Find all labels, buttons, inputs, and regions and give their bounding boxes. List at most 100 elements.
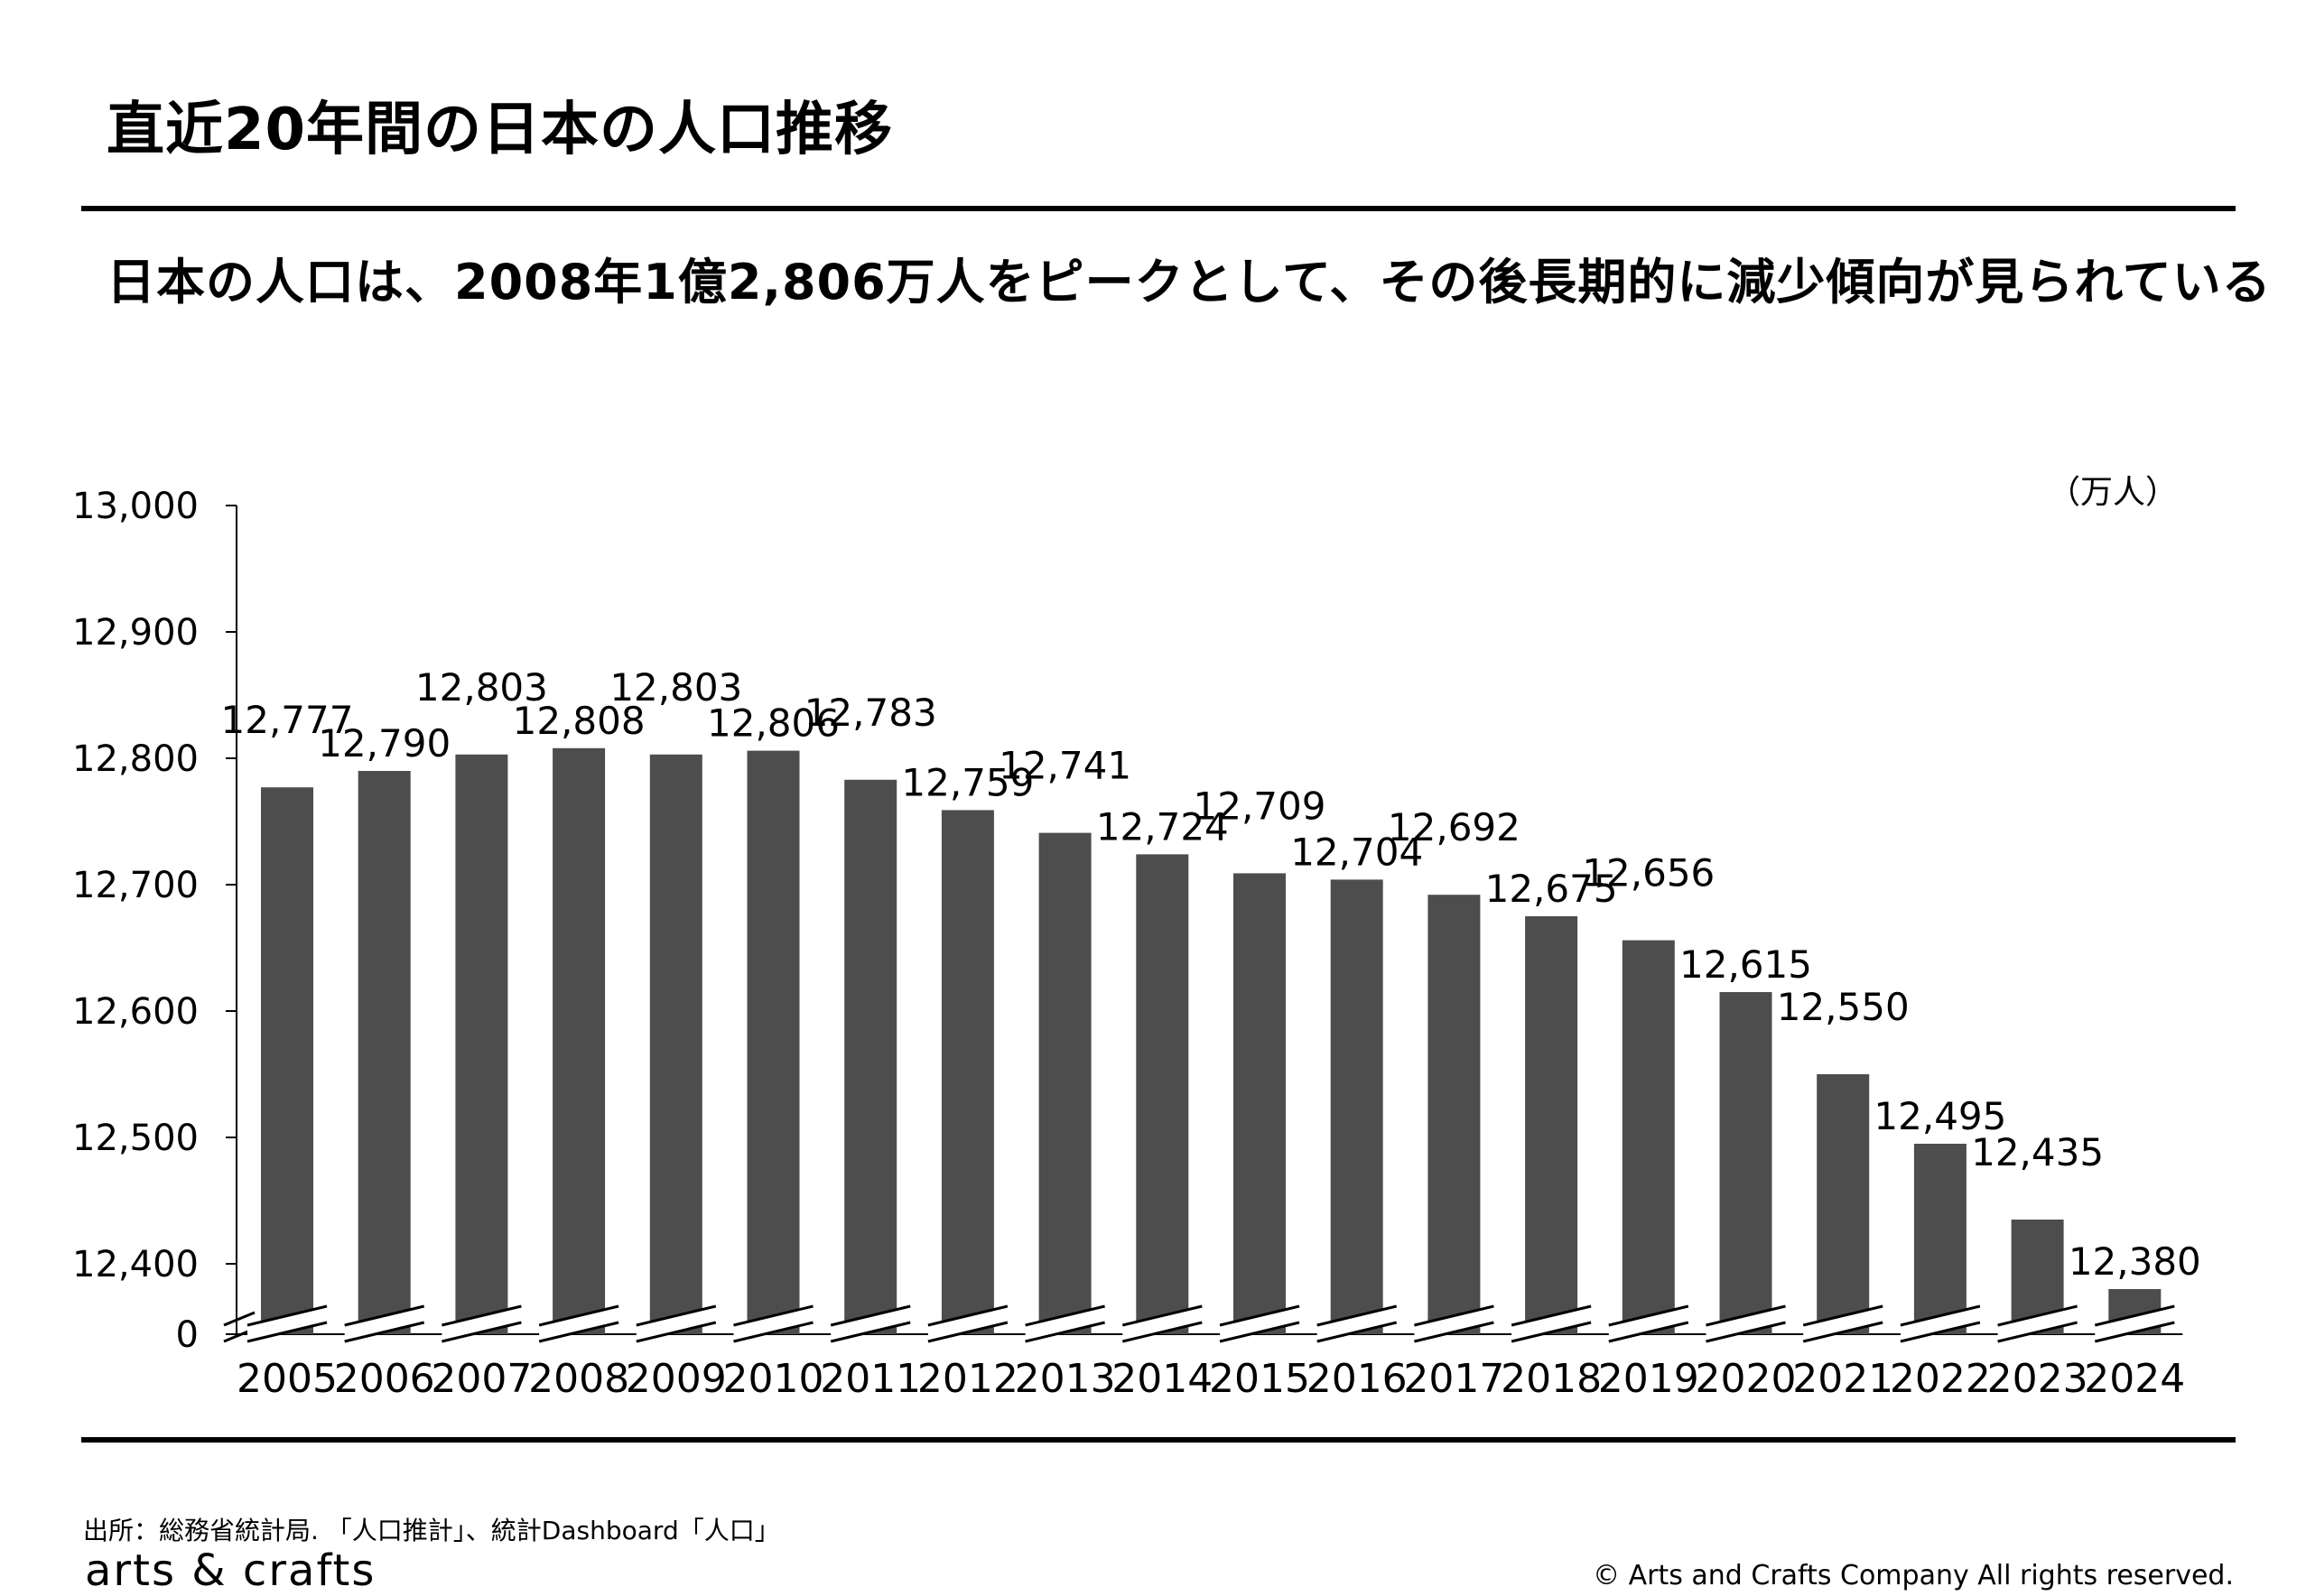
- bar-break-mark: [538, 1321, 619, 1343]
- unit-label: （万人）: [2048, 474, 2178, 511]
- x-tick-label: 2009: [626, 1356, 727, 1402]
- x-tick-label: 2016: [1306, 1356, 1408, 1402]
- value-label: 12,803: [609, 665, 742, 710]
- bar-break-mark: [927, 1321, 1009, 1343]
- bar: [649, 754, 702, 1334]
- bar-break-mark: [2094, 1304, 2175, 1327]
- value-label: 12,615: [1679, 942, 1812, 987]
- value-label: 12,495: [1874, 1094, 2006, 1138]
- value-label: 12,692: [1388, 805, 1520, 849]
- bar-break-mark: [442, 1304, 522, 1327]
- value-label: 12,806: [707, 701, 840, 746]
- bar-break-mark: [830, 1304, 911, 1327]
- bar-break-gap: [733, 1306, 814, 1341]
- bar-break-mark: [344, 1321, 425, 1343]
- value-label: 12,783: [804, 691, 937, 735]
- bar-break-mark: [636, 1321, 717, 1343]
- bar-break-mark: [1025, 1321, 1105, 1343]
- bars: [261, 747, 2162, 1334]
- bar-break-mark: [1706, 1321, 1786, 1343]
- bar-break-gap: [1511, 1306, 1592, 1341]
- bar-break-mark: [1511, 1321, 1592, 1343]
- y-tick-label: 12,600: [72, 991, 199, 1033]
- bar-break-gap: [539, 1306, 619, 1341]
- x-tick-label: 2013: [1015, 1356, 1116, 1402]
- value-label: 12,790: [318, 721, 451, 766]
- bar-break-gap: [1997, 1306, 2078, 1341]
- bar: [1038, 832, 1092, 1334]
- axis-break-mark: [223, 1311, 256, 1327]
- value-label: 12,435: [1971, 1130, 2104, 1174]
- x-tick-label: 2017: [1403, 1356, 1504, 1402]
- value-label: 12,709: [1194, 784, 1326, 828]
- bar-break-mark: [1802, 1321, 1883, 1343]
- source-note: 出所：総務省統計局. 「人口推計」、統計Dashboard「人口」: [83, 1516, 780, 1545]
- bar-break-mark: [538, 1304, 619, 1327]
- bar-break-mark: [442, 1321, 522, 1343]
- x-tick-label: 2021: [1792, 1356, 1893, 1402]
- x-tick-label: 2024: [2084, 1356, 2185, 1402]
- bar-break-mark: [1997, 1304, 2078, 1327]
- bar: [1136, 854, 1189, 1334]
- bar: [1817, 1074, 1870, 1334]
- top-divider: [81, 206, 2236, 211]
- bar-break-gap: [2095, 1306, 2175, 1341]
- y-tick-label: 13,000: [72, 486, 199, 527]
- bar-break-mark: [1608, 1321, 1689, 1343]
- bar: [941, 810, 994, 1334]
- bar-break-mark: [2094, 1321, 2175, 1343]
- bar: [1622, 940, 1675, 1334]
- bar-break-mark: [733, 1304, 814, 1327]
- bar: [553, 747, 606, 1334]
- slide-title: 直近20年間の日本の人口推移: [107, 97, 894, 163]
- y-tick-label: 12,900: [72, 612, 199, 654]
- x-tick-label: 2005: [237, 1356, 338, 1402]
- bar-break-mark: [830, 1321, 911, 1343]
- value-label: 12,675: [1485, 867, 1618, 911]
- bar-break-gap: [1414, 1306, 1494, 1341]
- bar-break-mark: [246, 1304, 328, 1327]
- value-label: 12,380: [2069, 1239, 2201, 1284]
- x-tick-label: 2011: [820, 1356, 921, 1402]
- bar-break-mark: [1316, 1321, 1398, 1343]
- axis-breaks: [223, 1304, 2175, 1343]
- bar: [1525, 916, 1578, 1334]
- bar-break-mark: [1121, 1321, 1203, 1343]
- copyright-note: © Arts and Crafts Company All rights res…: [1593, 1560, 2234, 1591]
- bar-break-mark: [1802, 1304, 1883, 1327]
- bar-break-gap: [344, 1306, 424, 1341]
- bar: [1913, 1144, 1967, 1334]
- bar-break-mark: [344, 1304, 425, 1327]
- x-tick-label: 2019: [1598, 1356, 1699, 1402]
- bar-break-gap: [442, 1306, 522, 1341]
- brand-logo: arts & crafts: [85, 1545, 377, 1596]
- value-label: 12,704: [1290, 830, 1423, 874]
- population-bar-chart: （万人） 12,400 12,500 12,600 12,700 12,800 12,90…: [72, 474, 2201, 1402]
- value-label: 12,656: [1582, 851, 1715, 895]
- bottom-divider: [81, 1437, 2236, 1443]
- x-tick-label: 2014: [1111, 1356, 1213, 1402]
- bar-break-gap: [247, 1306, 327, 1341]
- slide-subtitle: 日本の人口は、2008年1億2,806万人をピークとして、その後長期的に減少傾向…: [107, 254, 2272, 311]
- y-tick-label: 12,500: [72, 1118, 199, 1159]
- bar-break-mark: [1900, 1321, 1981, 1343]
- bar-break-mark: [1900, 1304, 1981, 1327]
- bar: [358, 771, 411, 1334]
- bar-break-mark: [1316, 1304, 1398, 1327]
- value-labels: 12,77712,79012,80312,80812,80312,80612,7…: [221, 665, 2201, 1284]
- bar-break-mark: [1219, 1321, 1300, 1343]
- bar-break-gap: [1025, 1306, 1105, 1341]
- bar: [747, 750, 800, 1334]
- bar-break-mark: [1608, 1304, 1689, 1327]
- bar-break-mark: [246, 1321, 328, 1343]
- bar: [261, 787, 313, 1334]
- bar-break-mark: [1219, 1304, 1300, 1327]
- bar-break-mark: [1414, 1321, 1494, 1343]
- bar-break-mark: [1414, 1304, 1494, 1327]
- bar-break-mark: [1706, 1304, 1786, 1327]
- x-tick-label: 2010: [723, 1356, 824, 1402]
- x-tick-label: 2018: [1501, 1356, 1602, 1402]
- value-label: 12,759: [901, 760, 1034, 804]
- bar-break-mark: [636, 1304, 717, 1327]
- bar-break-gap: [1122, 1306, 1203, 1341]
